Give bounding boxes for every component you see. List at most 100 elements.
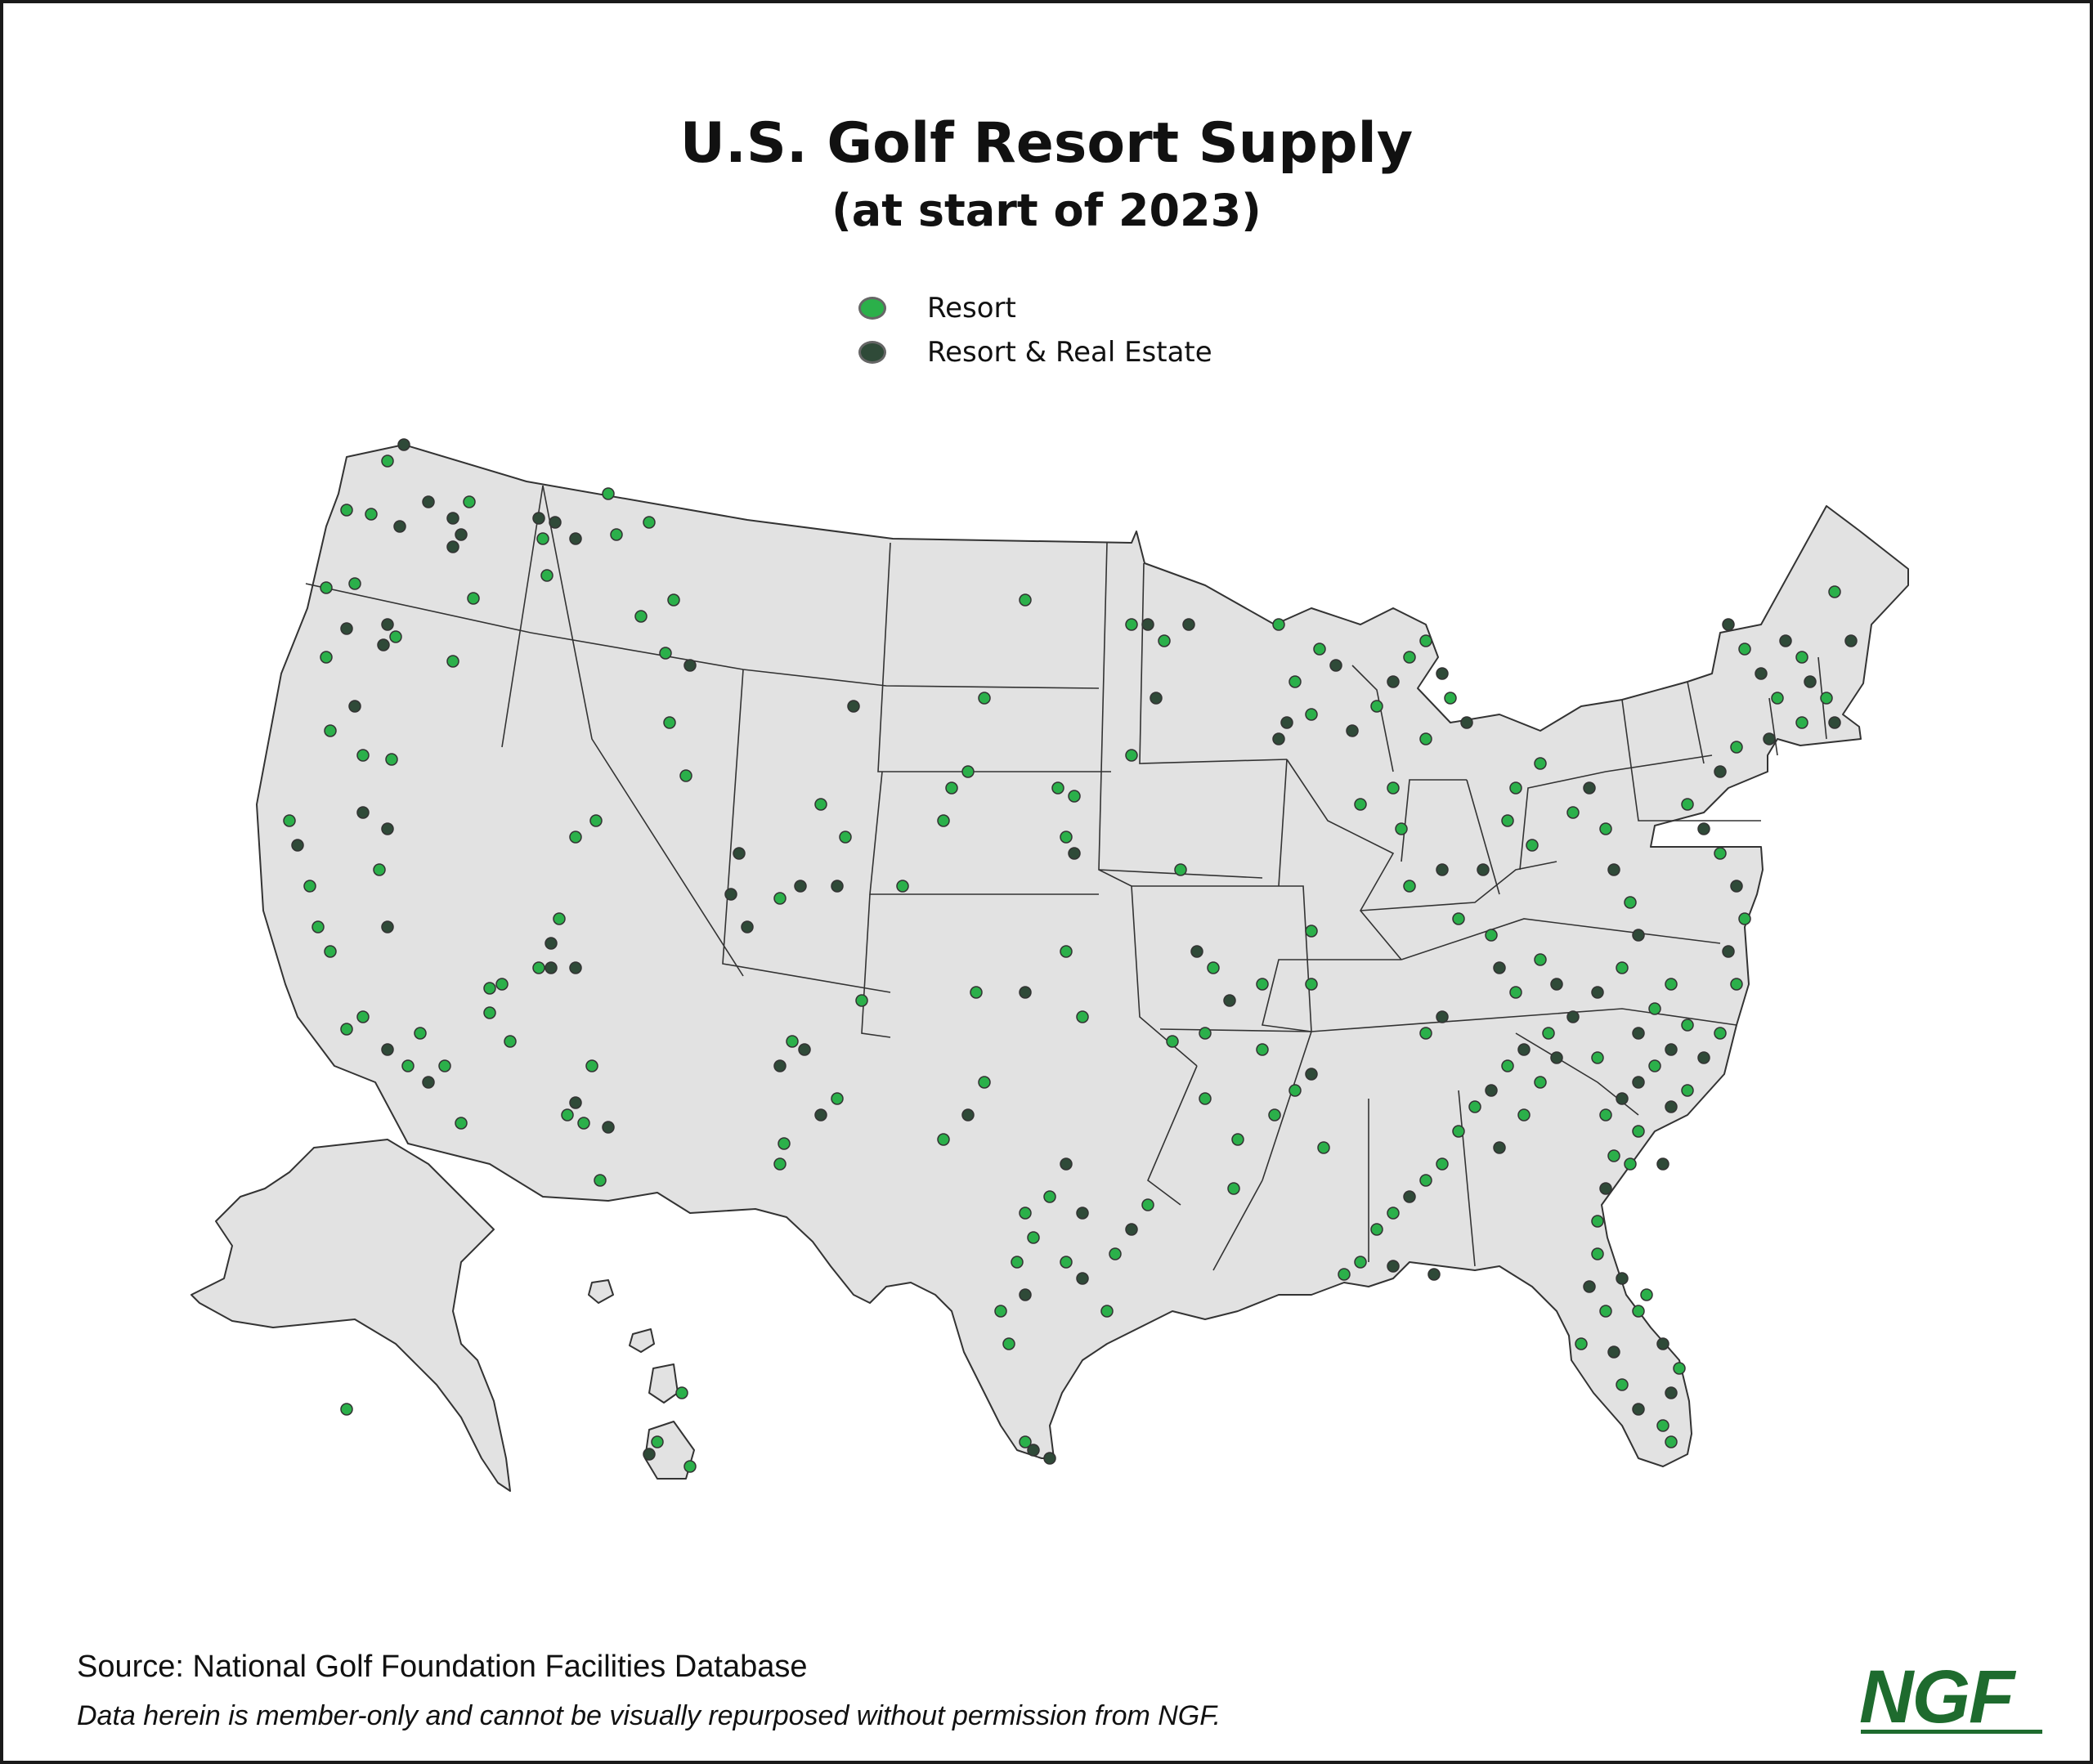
resort-real-estate-marker <box>356 806 370 819</box>
ngf-logo: NGF <box>1859 1655 2015 1739</box>
resort-marker <box>855 994 868 1007</box>
resort-real-estate-marker <box>1076 1207 1089 1220</box>
resort-real-estate-marker <box>1346 724 1359 737</box>
resort-marker <box>1591 1247 1604 1260</box>
resort-marker <box>778 1137 791 1150</box>
resort-real-estate-marker <box>1150 692 1163 705</box>
resort-marker <box>311 920 325 933</box>
resort-marker <box>401 1059 415 1072</box>
resort-marker <box>594 1174 607 1187</box>
resort-real-estate-marker <box>1616 1092 1629 1105</box>
resort-marker <box>634 610 648 623</box>
resort-marker <box>504 1035 517 1048</box>
resort-marker <box>679 769 692 782</box>
resort-marker <box>1354 1256 1367 1269</box>
resort-real-estate-marker <box>545 937 558 950</box>
resort-marker <box>1199 1027 1212 1040</box>
resort-marker <box>1509 986 1522 999</box>
resort-marker <box>1305 978 1318 991</box>
resort-real-estate-marker <box>1436 667 1449 680</box>
resort-marker <box>356 749 370 762</box>
resort-marker <box>1730 978 1743 991</box>
resort-marker <box>1714 1027 1727 1040</box>
resort-marker <box>569 831 582 844</box>
resort-real-estate-marker <box>422 1076 435 1089</box>
resort-marker <box>1591 1051 1604 1064</box>
resort-real-estate-marker <box>340 622 353 635</box>
resort-marker <box>1317 1141 1330 1154</box>
resort-real-estate-marker <box>1665 1100 1678 1113</box>
resort-marker <box>1419 732 1432 745</box>
resort-real-estate-marker <box>1068 847 1081 860</box>
resort-marker <box>1444 692 1457 705</box>
resort-real-estate-marker <box>1477 863 1490 876</box>
resort-marker <box>1060 1256 1073 1269</box>
resort-marker <box>1419 634 1432 647</box>
resort-real-estate-marker <box>1043 1452 1056 1465</box>
resort-marker <box>1624 1157 1637 1171</box>
resort-marker <box>1141 1198 1154 1211</box>
resort-marker <box>1419 1027 1432 1040</box>
resort-real-estate-marker <box>569 1096 582 1109</box>
legend-item-resort: Resort <box>858 286 1212 330</box>
resort-real-estate-marker <box>1804 675 1817 688</box>
resort-marker <box>1624 896 1637 909</box>
resort-real-estate-marker <box>1182 618 1195 631</box>
resort-marker <box>536 532 549 545</box>
resort-marker <box>683 1460 697 1473</box>
resort-marker <box>602 487 615 500</box>
resort-marker <box>1616 961 1629 974</box>
resort-marker <box>1403 880 1416 893</box>
resort-marker <box>1370 700 1383 713</box>
resort-marker <box>1011 1256 1024 1269</box>
resort-marker <box>1305 925 1318 938</box>
resort-marker <box>610 528 623 541</box>
resort-real-estate-marker <box>1190 945 1203 958</box>
resort-marker <box>1272 618 1285 631</box>
resort-marker <box>1100 1305 1114 1318</box>
resort-real-estate-marker <box>545 961 558 974</box>
resort-real-estate-marker <box>1656 1157 1669 1171</box>
resort-marker <box>320 651 333 664</box>
resort-marker <box>340 1403 353 1416</box>
resort-marker <box>1125 749 1138 762</box>
resort-marker <box>1452 1125 1465 1138</box>
resort-real-estate-marker <box>1027 1444 1040 1457</box>
resort-real-estate-marker <box>1019 986 1032 999</box>
resort-marker <box>1019 1435 1032 1448</box>
resort-marker <box>438 1059 451 1072</box>
resort-marker <box>1820 692 1833 705</box>
resort-real-estate-marker <box>1714 765 1727 778</box>
resort-real-estate-marker <box>741 920 754 933</box>
resort-marker <box>373 863 386 876</box>
resort-marker <box>945 781 958 795</box>
resort-real-estate-marker <box>1550 1051 1563 1064</box>
resort-marker <box>1501 814 1514 827</box>
resort-marker <box>1771 692 1784 705</box>
source-note: Source: National Golf Foundation Facilit… <box>77 1650 808 1684</box>
resort-real-estate-marker <box>1665 1386 1678 1399</box>
resort-marker <box>303 880 316 893</box>
resort-marker <box>463 495 476 508</box>
resort-real-estate-marker <box>1076 1272 1089 1285</box>
resort-marker <box>1534 757 1547 770</box>
hawaii-island-maui <box>648 1363 679 1404</box>
resort-marker <box>1526 839 1539 852</box>
resort-marker-icon <box>858 297 886 320</box>
resort-real-estate-marker <box>348 700 361 713</box>
resort-marker <box>961 765 975 778</box>
resort-marker <box>1714 847 1727 860</box>
resort-marker <box>1305 708 1318 721</box>
resort-marker <box>1166 1035 1179 1048</box>
resort-marker <box>1828 585 1841 598</box>
resort-marker <box>1599 822 1612 835</box>
resort-real-estate-marker <box>397 438 410 451</box>
resort-marker <box>1665 978 1678 991</box>
resort-real-estate-marker <box>1591 986 1604 999</box>
resort-real-estate-marker <box>1403 1190 1416 1203</box>
resort-marker <box>1002 1337 1015 1350</box>
resort-real-estate-marker <box>1517 1043 1531 1056</box>
resort-marker <box>1640 1288 1653 1301</box>
resort-marker <box>1656 1419 1669 1432</box>
resort-marker <box>1575 1337 1588 1350</box>
